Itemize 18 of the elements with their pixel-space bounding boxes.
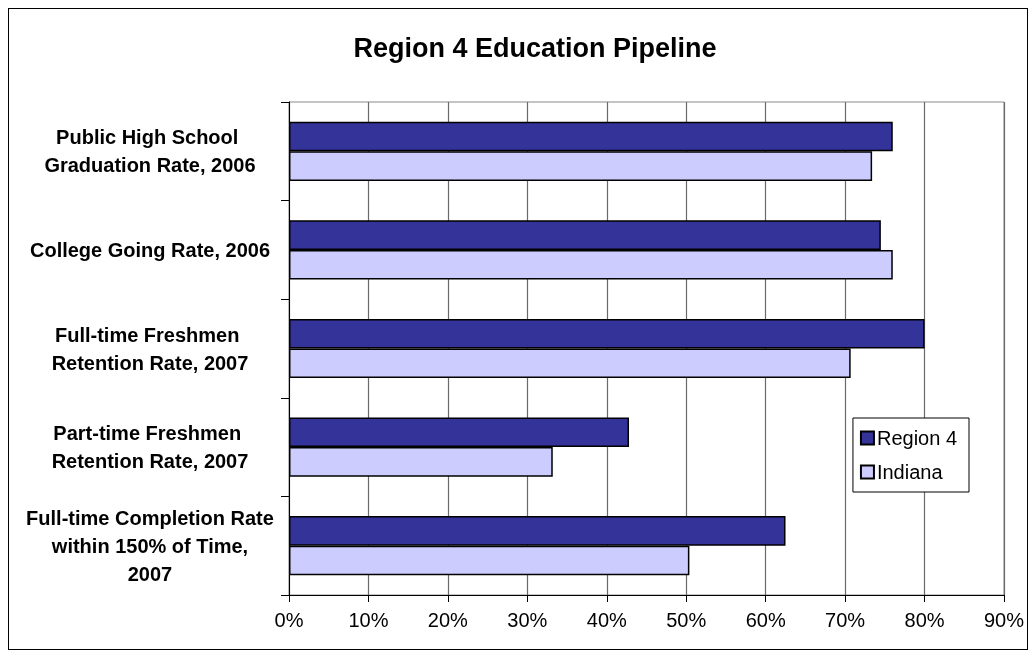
- legend-label: Region 4: [876, 427, 957, 449]
- x-tick-label: 60%: [745, 609, 786, 631]
- chart-title: Region 4 Education Pipeline: [353, 32, 717, 63]
- y-tick-label: Full-time Completion Rate within 150% of Time, 2007: [26, 506, 274, 585]
- x-tick-label: 10%: [348, 609, 389, 631]
- y-tick-label: Part-time Freshmen Retention Rate, 2007: [51, 422, 249, 473]
- x-tick-label: 40%: [586, 609, 627, 631]
- x-tick-label: 80%: [904, 609, 945, 631]
- x-tick-label: 50%: [666, 609, 707, 631]
- x-tick-label: 90%: [983, 609, 1025, 631]
- y-tick-label: Public High School Graduation Rate, 2006: [44, 126, 256, 177]
- y-tick-label: College Going Rate, 2006: [29, 238, 271, 261]
- x-tick-label: 20%: [427, 609, 469, 631]
- y-tick-label: Full-time Freshmen Retention Rate, 2007: [51, 323, 249, 374]
- x-tick-label: 0%: [274, 609, 304, 631]
- legend-label: Indiana: [876, 461, 944, 483]
- x-tick-label: 30%: [507, 609, 548, 631]
- x-tick-label: 70%: [825, 609, 866, 631]
